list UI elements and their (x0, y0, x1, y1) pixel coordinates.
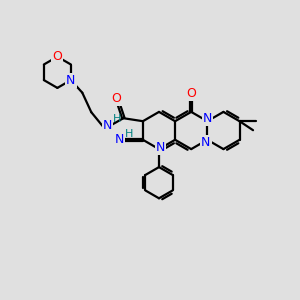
Text: N: N (115, 133, 124, 146)
Text: N: N (66, 74, 76, 87)
Text: N: N (202, 112, 212, 125)
Text: N: N (201, 136, 211, 149)
Text: N: N (103, 119, 112, 132)
Text: O: O (52, 50, 62, 63)
Text: H: H (124, 129, 133, 140)
Text: H: H (113, 114, 122, 124)
Text: O: O (111, 92, 121, 105)
Text: N: N (156, 141, 165, 154)
Text: O: O (186, 87, 196, 100)
